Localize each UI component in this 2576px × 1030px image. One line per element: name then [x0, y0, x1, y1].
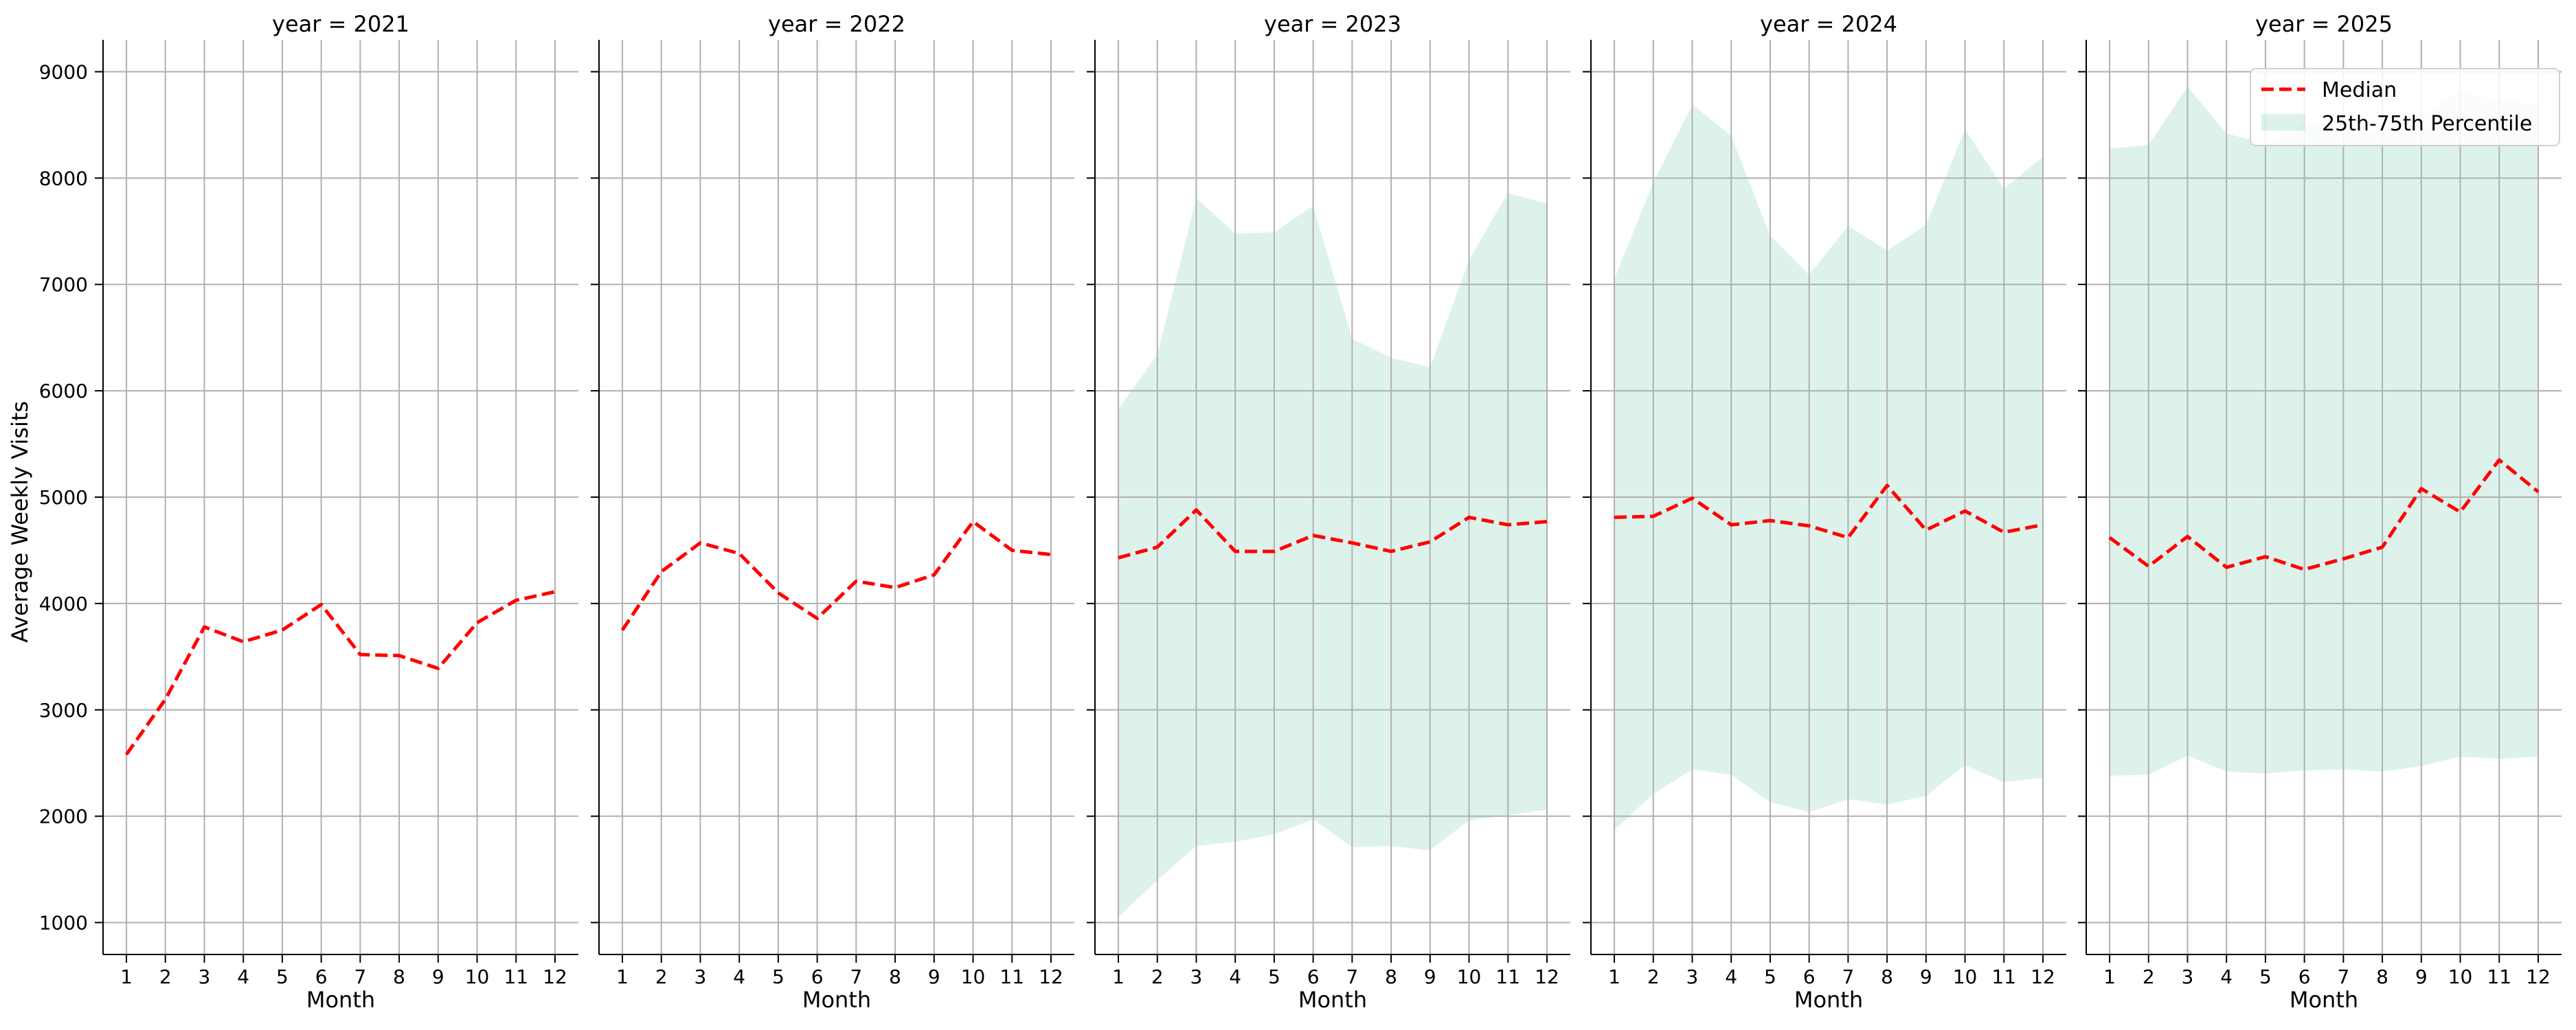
x-tick-label: 1: [616, 965, 629, 988]
x-tick-label: 5: [2259, 965, 2272, 988]
x-tick-label: 2: [1151, 965, 1164, 988]
x-tick-label: 6: [315, 965, 328, 988]
x-tick-label: 9: [432, 965, 444, 988]
x-tick-label: 5: [1268, 965, 1280, 988]
x-tick-label: 9: [2415, 965, 2428, 988]
x-tick-label: 11: [1991, 965, 2016, 988]
y-tick-label: 9000: [39, 60, 88, 83]
y-tick-label: 7000: [39, 273, 88, 296]
x-tick-label: 7: [1842, 965, 1854, 988]
x-tick-label: 1: [120, 965, 133, 988]
x-axis-label: Month: [1794, 987, 1863, 1013]
percentile-bands-layer: [1118, 87, 2538, 917]
median-line-2023: [1118, 508, 1548, 560]
y-tick-label: 8000: [39, 167, 88, 190]
legend-band-label: 25th-75th Percentile: [2322, 112, 2532, 136]
x-tick-label: 6: [2298, 965, 2311, 988]
x-axis-label: Month: [802, 987, 871, 1013]
axes-layer: [95, 40, 2562, 963]
x-tick-label: 12: [1535, 965, 1559, 988]
x-tick-label: 12: [2526, 965, 2551, 988]
x-tick-label: 9: [1920, 965, 1932, 988]
legend-frame: [2250, 68, 2560, 146]
x-tick-label: 11: [999, 965, 1024, 988]
panel-title-2021: year = 2021: [272, 11, 409, 37]
y-tick-label: 3000: [39, 699, 88, 722]
legend-median-label: Median: [2322, 78, 2397, 102]
x-tick-label: 10: [1457, 965, 1482, 988]
x-tick-label: 8: [889, 965, 901, 988]
y-tick-label: 1000: [39, 912, 88, 935]
panel-title-2025: year = 2025: [2255, 11, 2393, 37]
x-tick-label: 4: [237, 965, 249, 988]
x-tick-label: 10: [2448, 965, 2473, 988]
median-line-2022: [620, 520, 1052, 631]
y-tick-label: 2000: [39, 805, 88, 828]
percentile-band-2023: [1118, 193, 1547, 917]
x-tick-label: 3: [1686, 965, 1699, 988]
x-tick-label: 7: [850, 965, 862, 988]
median-line-2025: [2108, 458, 2540, 571]
x-tick-label: 4: [1229, 965, 1241, 988]
legend-band-swatch: [2261, 114, 2305, 130]
x-tick-label: 7: [354, 965, 366, 988]
x-axis-label: Month: [1298, 987, 1367, 1013]
x-tick-label: 3: [1190, 965, 1203, 988]
x-tick-label: 2: [1647, 965, 1660, 988]
x-axis-label: Month: [2290, 987, 2358, 1013]
x-tick-label: 2: [159, 965, 172, 988]
x-tick-label: 11: [1495, 965, 1520, 988]
x-tick-label: 8: [1881, 965, 1893, 988]
median-line-2021: [124, 590, 556, 756]
x-tick-label: 5: [276, 965, 289, 988]
x-tick-label: 4: [2220, 965, 2233, 988]
y-tick-label: 5000: [39, 486, 88, 509]
x-tick-label: 3: [199, 965, 211, 988]
percentile-band-2024: [1614, 104, 2043, 830]
x-tick-label: 9: [928, 965, 940, 988]
x-tick-label: 7: [2337, 965, 2349, 988]
x-tick-label: 1: [2103, 965, 2116, 988]
x-tick-label: 9: [1424, 965, 1436, 988]
legend: Median 25th-75th Percentile: [2250, 68, 2560, 146]
x-tick-label: 4: [1725, 965, 1737, 988]
x-tick-label: 5: [1764, 965, 1776, 988]
x-tick-label: 7: [1346, 965, 1358, 988]
x-tick-label: 10: [465, 965, 490, 988]
x-tick-label: 1: [1112, 965, 1125, 988]
panel-title-2024: year = 2024: [1760, 11, 1897, 37]
x-tick-label: 4: [733, 965, 745, 988]
y-tick-label: 4000: [39, 593, 88, 615]
x-tick-label: 6: [1307, 965, 1320, 988]
percentile-band-2025: [2110, 87, 2538, 776]
x-tick-label: 10: [961, 965, 986, 988]
x-tick-label: 8: [393, 965, 405, 988]
x-tick-label: 12: [2031, 965, 2055, 988]
median-line-2024: [1614, 483, 2044, 540]
panel-title-2022: year = 2022: [768, 11, 905, 37]
x-tick-label: 8: [1385, 965, 1397, 988]
x-tick-label: 3: [694, 965, 707, 988]
x-tick-label: 2: [2143, 965, 2155, 988]
x-tick-label: 11: [504, 965, 528, 988]
median-lines-layer: [124, 458, 2540, 756]
x-tick-label: 11: [2487, 965, 2511, 988]
x-tick-label: 8: [2376, 965, 2388, 988]
x-tick-label: 5: [772, 965, 784, 988]
x-tick-label: 12: [543, 965, 567, 988]
x-tick-label: 6: [811, 965, 824, 988]
x-tick-label: 3: [2182, 965, 2194, 988]
x-tick-label: 2: [655, 965, 668, 988]
x-tick-label: 10: [1953, 965, 1978, 988]
x-tick-label: 12: [1039, 965, 1063, 988]
panel-title-2023: year = 2023: [1264, 11, 1401, 37]
x-tick-label: 6: [1803, 965, 1816, 988]
y-axis-label: Average Weekly Visits: [7, 401, 33, 643]
x-axis-label: Month: [306, 987, 375, 1013]
x-tick-label: 1: [1608, 965, 1620, 988]
y-tick-label: 6000: [39, 380, 88, 402]
